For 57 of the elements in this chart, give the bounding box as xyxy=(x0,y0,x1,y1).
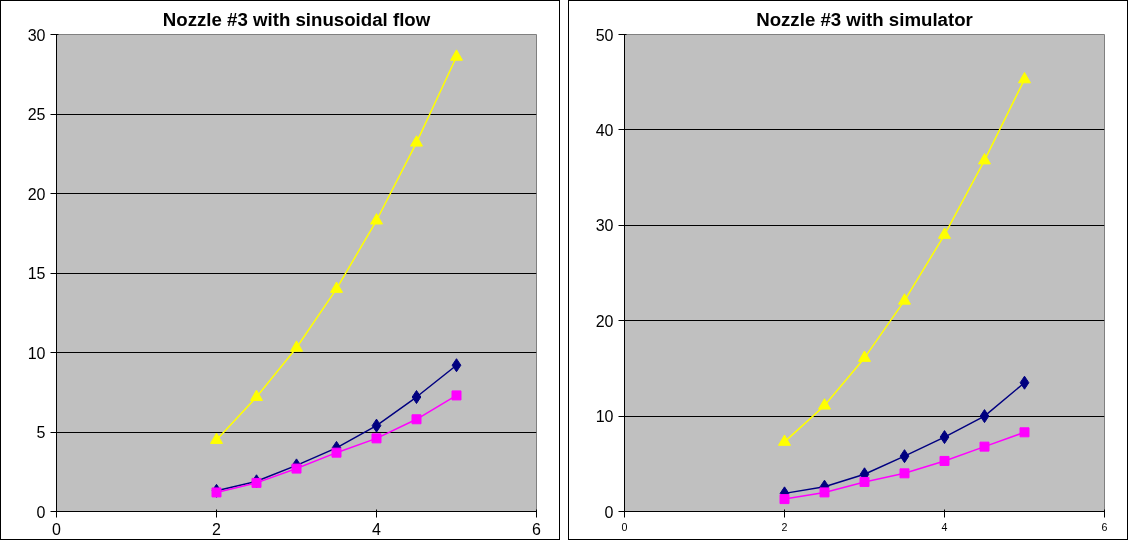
y-tick-label: 25 xyxy=(27,106,46,123)
point xyxy=(411,390,422,405)
point xyxy=(858,350,871,362)
point xyxy=(210,432,223,444)
y-tick-label: 40 xyxy=(595,121,614,139)
x-tick-label: 0 xyxy=(621,520,628,533)
x-tick-label: 0 xyxy=(52,520,62,538)
point xyxy=(211,487,222,498)
y-tick-label: 30 xyxy=(27,26,46,44)
point xyxy=(938,227,951,239)
point xyxy=(371,418,382,433)
point xyxy=(451,390,462,401)
point xyxy=(450,49,463,61)
point xyxy=(250,389,263,401)
y-tick-label: 10 xyxy=(595,408,614,426)
point xyxy=(898,293,911,305)
point xyxy=(779,494,790,505)
point xyxy=(979,409,990,424)
point xyxy=(330,281,343,293)
x-tick-label: 2 xyxy=(212,520,222,538)
point xyxy=(899,468,910,479)
y-tick-label: 20 xyxy=(27,185,46,203)
point xyxy=(1018,71,1031,84)
point xyxy=(370,213,383,225)
point xyxy=(291,463,302,474)
y-tick-label: 20 xyxy=(595,312,614,330)
y-tick-label: 50 xyxy=(595,26,614,44)
x-tick-label: 4 xyxy=(372,520,382,538)
point xyxy=(939,455,950,466)
x-tick-label: 6 xyxy=(532,520,542,538)
point xyxy=(411,414,422,425)
y-tick-label: 5 xyxy=(36,424,46,441)
point xyxy=(1019,375,1030,390)
y-tick-label: 30 xyxy=(595,217,614,235)
chart-title: Nozzle #3 with sinusoidal flow xyxy=(162,8,431,30)
y-tick-label: 0 xyxy=(36,503,46,521)
point xyxy=(290,340,303,352)
point xyxy=(451,358,462,373)
point xyxy=(899,449,910,464)
y-tick-label: 15 xyxy=(27,265,46,282)
point xyxy=(331,447,342,458)
point xyxy=(978,153,991,165)
point xyxy=(819,487,830,498)
point xyxy=(410,135,423,147)
point xyxy=(1019,427,1030,438)
x-tick-label: 2 xyxy=(781,520,788,533)
x-tick-label: 6 xyxy=(1101,520,1108,533)
y-tick-label: 10 xyxy=(27,344,46,362)
point xyxy=(939,430,950,445)
point xyxy=(859,476,870,487)
y-tick-label: 0 xyxy=(604,503,614,521)
point xyxy=(979,441,990,452)
x-tick-label: 4 xyxy=(941,520,948,533)
point xyxy=(818,398,831,410)
point xyxy=(371,433,382,444)
point xyxy=(778,434,791,446)
chart-title: Nozzle #3 with simulator xyxy=(756,8,973,30)
